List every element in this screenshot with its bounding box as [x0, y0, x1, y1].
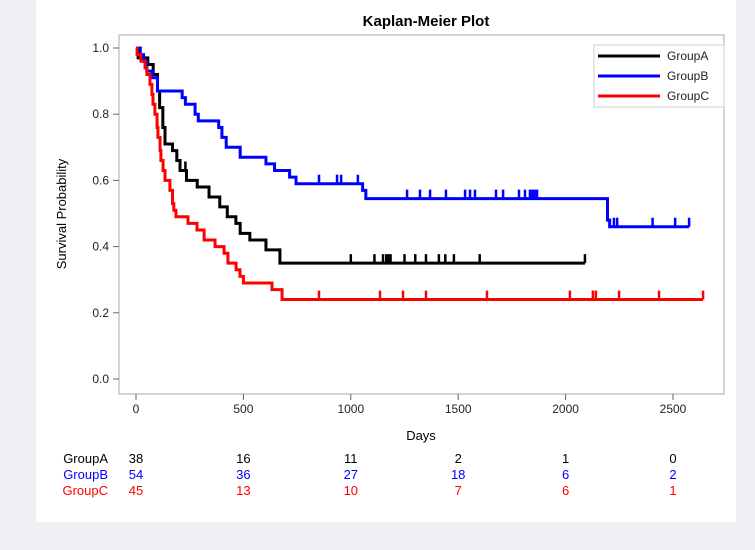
x-tick-label: 0	[133, 402, 140, 416]
legend-label: GroupC	[667, 89, 709, 103]
at-risk-count: 45	[129, 483, 143, 498]
y-axis-label: Survival Probability	[54, 158, 69, 269]
y-tick-label: 0.2	[92, 306, 109, 320]
at-risk-count: 38	[129, 451, 143, 466]
legend-label: GroupA	[667, 49, 708, 63]
at-risk-row-label: GroupC	[62, 483, 108, 498]
x-tick-label: 1000	[337, 402, 364, 416]
survival-curve-GroupB	[136, 46, 690, 229]
at-risk-count: 6	[562, 467, 569, 482]
x-tick-label: 1500	[445, 402, 472, 416]
at-risk-count: 13	[236, 483, 250, 498]
x-tick-label: 2000	[552, 402, 579, 416]
at-risk-count: 10	[344, 483, 358, 498]
plot-frame	[118, 34, 725, 395]
at-risk-count: 18	[451, 467, 465, 482]
at-risk-count: 36	[236, 467, 250, 482]
chart-title: Kaplan-Meier Plot	[363, 13, 490, 30]
at-risk-count: 0	[669, 451, 676, 466]
legend-label: GroupB	[667, 69, 708, 83]
at-risk-count: 11	[344, 451, 358, 466]
at-risk-row-label: GroupA	[63, 451, 108, 466]
at-risk-row-label: GroupB	[63, 467, 108, 482]
at-risk-count: 7	[455, 483, 462, 498]
at-risk-count: 2	[669, 467, 676, 482]
at-risk-count: 27	[344, 467, 358, 482]
y-tick-label: 0.4	[92, 240, 109, 254]
y-tick-label: 1.0	[92, 41, 109, 55]
y-tick-label: 0.8	[92, 107, 109, 121]
x-tick-label: 500	[233, 402, 253, 416]
at-risk-count: 1	[669, 483, 676, 498]
at-risk-count: 1	[562, 451, 569, 466]
at-risk-count: 2	[455, 451, 462, 466]
at-risk-count: 6	[562, 483, 569, 498]
y-tick-label: 0.6	[92, 173, 109, 187]
x-axis-label: Days	[406, 428, 436, 443]
x-tick-label: 2500	[660, 402, 687, 416]
at-risk-count: 16	[236, 451, 250, 466]
survival-curve-GroupA	[136, 46, 585, 265]
y-tick-label: 0.0	[92, 372, 109, 386]
at-risk-count: 54	[129, 467, 143, 482]
survival-curve-GroupC	[135, 46, 704, 302]
